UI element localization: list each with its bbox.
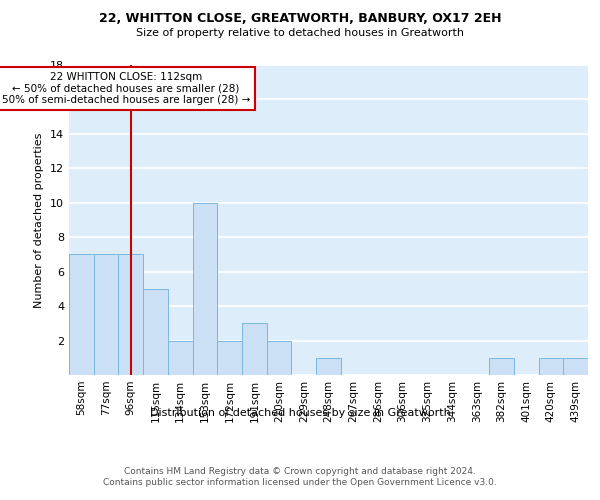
Bar bbox=[69, 254, 94, 375]
Y-axis label: Number of detached properties: Number of detached properties bbox=[34, 132, 44, 308]
Bar bbox=[489, 358, 514, 375]
Text: Distribution of detached houses by size in Greatworth: Distribution of detached houses by size … bbox=[149, 408, 451, 418]
Bar bbox=[242, 324, 267, 375]
Text: Contains HM Land Registry data © Crown copyright and database right 2024.
Contai: Contains HM Land Registry data © Crown c… bbox=[103, 468, 497, 487]
Bar bbox=[118, 254, 143, 375]
Bar bbox=[563, 358, 588, 375]
Bar bbox=[168, 340, 193, 375]
Text: 22, WHITTON CLOSE, GREATWORTH, BANBURY, OX17 2EH: 22, WHITTON CLOSE, GREATWORTH, BANBURY, … bbox=[99, 12, 501, 26]
Bar bbox=[316, 358, 341, 375]
Bar bbox=[267, 340, 292, 375]
Bar bbox=[143, 289, 168, 375]
Bar bbox=[193, 203, 217, 375]
Bar bbox=[539, 358, 563, 375]
Text: Size of property relative to detached houses in Greatworth: Size of property relative to detached ho… bbox=[136, 28, 464, 38]
Bar bbox=[217, 340, 242, 375]
Text: 22 WHITTON CLOSE: 112sqm
← 50% of detached houses are smaller (28)
50% of semi-d: 22 WHITTON CLOSE: 112sqm ← 50% of detach… bbox=[2, 72, 250, 105]
Bar bbox=[94, 254, 118, 375]
